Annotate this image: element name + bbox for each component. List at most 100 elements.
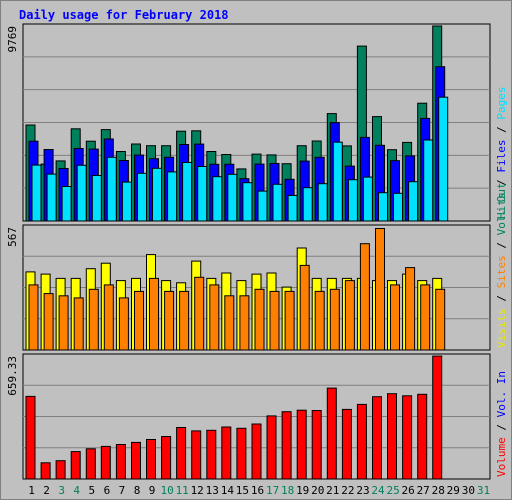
x-tick-label: 22 xyxy=(341,484,354,497)
bar-pages xyxy=(317,183,328,222)
bar-volume xyxy=(40,462,51,480)
x-tick-label: 24 xyxy=(371,484,385,497)
bar-pages xyxy=(91,175,102,222)
bar-pages xyxy=(242,182,253,222)
bar-volume xyxy=(356,403,367,480)
bar-pages xyxy=(438,96,449,222)
bar-sites xyxy=(118,297,129,351)
x-tick-label: 9 xyxy=(149,484,156,497)
x-tick-label: 31 xyxy=(477,484,490,497)
bar-volume xyxy=(146,439,156,480)
bar-sites xyxy=(344,280,355,351)
bar-pages xyxy=(212,176,223,222)
bar-pages xyxy=(257,190,268,222)
bar-pages xyxy=(423,139,434,222)
x-tick-label: 8 xyxy=(134,484,141,497)
x-tick-label: 30 xyxy=(462,484,475,497)
x-tick-label: 2 xyxy=(43,484,50,497)
bar-sites xyxy=(359,243,370,351)
x-tick-label: 18 xyxy=(281,484,294,497)
x-tick-label: 7 xyxy=(119,484,126,497)
bar-sites xyxy=(284,290,295,351)
x-tick-label: 5 xyxy=(88,484,95,497)
bar-pages xyxy=(347,179,358,222)
x-tick-label: 15 xyxy=(236,484,249,497)
legend-entry: / xyxy=(495,120,508,140)
x-tick-label: 21 xyxy=(326,484,339,497)
bar-volume xyxy=(296,409,307,480)
bar-sites xyxy=(164,290,175,351)
bar-pages xyxy=(182,162,193,222)
legend-entry: Vol. Out xyxy=(495,182,508,235)
bar-volume xyxy=(326,387,337,480)
legend-entry: Sites xyxy=(495,255,508,288)
bar-pages xyxy=(121,181,132,222)
bar-pages xyxy=(106,156,117,222)
bar-volume xyxy=(85,448,96,480)
bar-volume xyxy=(387,393,397,480)
legend-entry: Files xyxy=(495,140,508,173)
bar-pages xyxy=(137,172,147,222)
x-tick-label: 25 xyxy=(386,484,399,497)
bar-pages xyxy=(227,173,238,222)
bar-volume xyxy=(402,395,413,480)
bar-volume xyxy=(115,444,126,480)
legend-entry: Hits xyxy=(495,193,508,220)
bar-sites xyxy=(58,295,69,351)
x-tick-label: 13 xyxy=(206,484,219,497)
legend-label: Visits / Sites / Vol. Out xyxy=(495,182,508,348)
bar-pages xyxy=(61,186,72,222)
bar-pages xyxy=(152,167,162,222)
y-axis-max-label: 9769 xyxy=(6,26,19,53)
bar-sites xyxy=(239,295,250,351)
bar-volume xyxy=(25,395,36,480)
bar-sites xyxy=(405,267,416,351)
bar-volume xyxy=(221,426,232,480)
bar-pages xyxy=(408,181,419,222)
bar-pages xyxy=(46,173,57,222)
bar-pages xyxy=(302,187,313,222)
legend-entry: / xyxy=(495,235,508,255)
x-tick-label: 29 xyxy=(447,484,460,497)
bar-sites xyxy=(103,284,114,351)
bar-pages xyxy=(272,183,283,222)
x-tick-label: 10 xyxy=(160,484,173,497)
legend-label: Hits / Files / Pages xyxy=(495,87,508,220)
bar-sites xyxy=(254,288,265,351)
legend-label: Volume / Vol. In xyxy=(495,371,508,477)
bar-pages xyxy=(393,192,403,222)
bar-sites xyxy=(329,288,340,351)
y-axis-max-label: 659.33 xyxy=(6,356,19,396)
bar-pages xyxy=(31,164,42,222)
bar-sites xyxy=(435,288,446,351)
bar-sites xyxy=(299,264,310,351)
x-tick-label: 3 xyxy=(58,484,65,497)
bar-pages xyxy=(197,166,208,222)
bar-volume xyxy=(55,460,66,480)
bar-sites xyxy=(88,288,99,351)
x-tick-label: 27 xyxy=(417,484,430,497)
bar-sites xyxy=(134,290,144,351)
legend-entry: / xyxy=(495,417,508,437)
x-tick-label: 11 xyxy=(176,484,189,497)
bar-pages xyxy=(378,192,388,222)
bar-volume xyxy=(251,423,262,480)
bar-pages xyxy=(76,164,87,222)
bar-sites xyxy=(375,228,385,351)
bar-pages xyxy=(362,176,373,222)
bar-volume xyxy=(161,436,172,480)
bar-sites xyxy=(179,290,190,351)
legend-entry: Pages xyxy=(495,87,508,120)
bar-sites xyxy=(209,284,220,351)
x-tick-label: 17 xyxy=(266,484,279,497)
bar-volume xyxy=(100,445,111,480)
bar-volume xyxy=(266,415,277,480)
bar-volume xyxy=(236,427,247,480)
bar-sites xyxy=(28,284,39,351)
x-tick-label: 6 xyxy=(104,484,111,497)
bar-volume xyxy=(281,411,292,480)
bar-volume xyxy=(311,410,322,480)
x-tick-label: 16 xyxy=(251,484,264,497)
bar-volume xyxy=(341,408,352,480)
